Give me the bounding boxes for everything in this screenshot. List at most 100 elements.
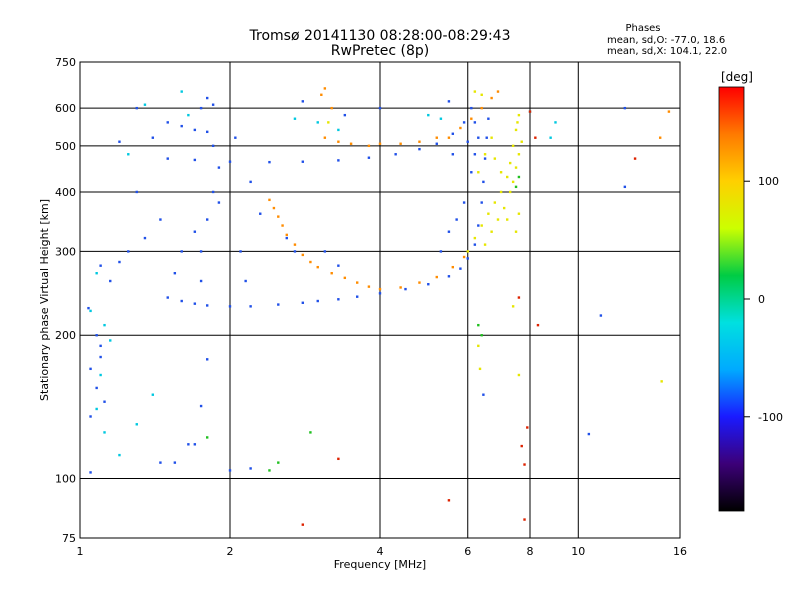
data-point [89, 367, 92, 371]
data-point [268, 469, 271, 472]
data-point [439, 117, 443, 120]
data-point [554, 121, 557, 124]
data-point [528, 110, 532, 113]
data-point [293, 243, 297, 246]
data-point [477, 224, 480, 227]
data-point [316, 299, 319, 303]
data-point [244, 279, 247, 283]
data-point [109, 339, 112, 342]
data-point [166, 157, 169, 160]
data-point [439, 250, 443, 253]
data-point [205, 358, 209, 361]
data-point [135, 423, 138, 426]
data-point [480, 334, 483, 337]
data-point [599, 314, 603, 317]
data-point [418, 281, 421, 284]
data-point [337, 298, 340, 301]
data-point [166, 121, 169, 124]
data-point [272, 206, 276, 210]
data-point [199, 250, 203, 253]
data-point [316, 265, 319, 269]
data-point [477, 171, 480, 174]
data-point [330, 272, 333, 275]
data-point [143, 103, 147, 106]
data-point [462, 201, 466, 204]
data-point [103, 400, 106, 403]
data-point [187, 113, 190, 117]
data-point [427, 283, 430, 286]
data-point [228, 469, 232, 472]
data-point [466, 257, 469, 260]
data-point [473, 153, 477, 156]
y-tick-label: 500 [55, 140, 76, 153]
x-tick-label: 2 [227, 545, 234, 558]
data-point [511, 305, 515, 308]
data-point [466, 140, 469, 143]
data-point [89, 309, 92, 313]
data-point [293, 250, 297, 253]
data-point [301, 523, 305, 526]
data-point [301, 301, 305, 304]
data-point [327, 121, 330, 124]
data-point [118, 260, 121, 264]
x-tick-label: 16 [673, 545, 687, 558]
x-tick-label: 10 [571, 545, 585, 558]
data-point [470, 106, 473, 110]
data-point [159, 218, 162, 221]
data-point [180, 90, 183, 93]
data-point [337, 128, 340, 132]
data-point [404, 287, 407, 291]
data-point [343, 276, 347, 280]
data-point [534, 136, 537, 139]
colorbar-tick-label: -100 [758, 411, 783, 424]
data-point [473, 236, 477, 240]
data-point [95, 272, 98, 275]
data-point [418, 147, 421, 151]
y-tick-label: 200 [55, 329, 76, 342]
data-point [103, 323, 106, 327]
data-point [367, 144, 371, 148]
data-point [166, 296, 169, 299]
data-point [367, 156, 371, 159]
data-point [477, 323, 480, 327]
data-point [480, 224, 483, 227]
data-point [268, 160, 271, 164]
data-point [480, 201, 483, 204]
data-point [490, 96, 493, 100]
data-point [447, 100, 451, 103]
data-point [193, 443, 197, 446]
data-point [193, 230, 197, 233]
data-point [514, 166, 518, 169]
data-point [516, 121, 519, 124]
y-tick-label: 400 [55, 186, 76, 199]
data-point [268, 198, 271, 202]
data-point [301, 100, 305, 103]
data-point [633, 157, 637, 160]
data-point [118, 453, 121, 457]
grid-lines [80, 62, 680, 538]
data-point [199, 106, 203, 110]
y-tick-label: 750 [55, 56, 76, 69]
data-point [135, 106, 138, 110]
data-point [159, 461, 162, 464]
data-point [514, 128, 518, 132]
data-point [470, 171, 473, 174]
data-point [517, 373, 521, 377]
data-point [418, 140, 421, 143]
data-point [499, 190, 503, 194]
colorbar: [deg] 100 0 -100 [718, 70, 783, 512]
data-point [523, 518, 526, 521]
data-point [323, 250, 327, 253]
data-point [151, 393, 155, 396]
data-point [536, 323, 540, 327]
data-point [477, 344, 480, 348]
data-point [95, 334, 98, 337]
data-point [511, 144, 515, 148]
data-point [499, 171, 503, 174]
colorbar-tick-label: 100 [758, 175, 779, 188]
data-point [502, 206, 506, 210]
data-point [99, 355, 102, 359]
data-point [217, 201, 221, 204]
data-point [118, 140, 121, 143]
